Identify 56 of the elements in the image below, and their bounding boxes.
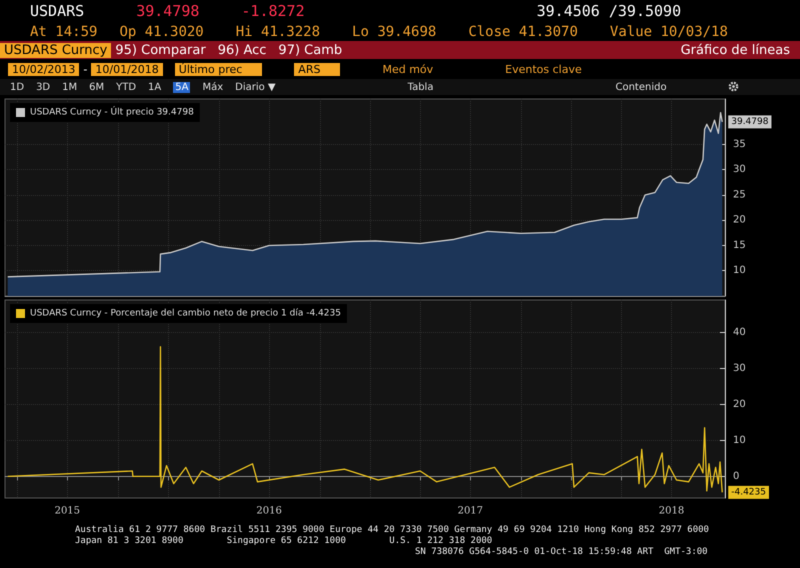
legend-label: USDARS Curncy - Porcentaje del cambio neto de precio 1 día -4.4235 — [30, 308, 341, 318]
y-tick-label: 20 — [733, 398, 746, 410]
data-label: 39.4798 — [731, 116, 769, 127]
text: Último prec — [174, 62, 262, 76]
y-tick-label: 30 — [733, 362, 746, 374]
text: Close 41.3070 — [468, 24, 578, 40]
text: SN 738076 G564-5845-0 01-Oct-18 15:59:48 ART GMT-3:00 — [415, 547, 709, 558]
text: ARS — [294, 62, 340, 76]
text: -1.8272 — [241, 2, 305, 20]
y-tick-label: 40 — [733, 326, 746, 338]
text: Lo 39.4698 — [352, 24, 436, 40]
line-series — [7, 346, 723, 493]
text: 95) Comparar — [115, 42, 206, 58]
text: 97) Camb — [278, 42, 342, 58]
text: At 14:59 — [30, 24, 98, 40]
text: Máx — [202, 82, 224, 92]
text: Value 10/03/18 — [610, 24, 728, 40]
text: Med móv — [382, 62, 434, 76]
y-tick-label: 30 — [733, 164, 746, 176]
text: Gráfico de líneas — [680, 42, 790, 58]
text: Diario ▼ — [235, 82, 276, 92]
x-tick-label: 2017 — [458, 506, 484, 516]
text: Hi 41.3228 — [236, 24, 320, 40]
text: Japan 81 3 3201 8900 Singapore 65 6212 1000 U.S. 1 212 318 2000 — [75, 536, 492, 546]
text: 1M — [62, 82, 78, 92]
text: Australia 61 2 9777 8600 Brazil 5511 2395 9000 Europe 44 20 7330 7500 Germany 49 69 9204 1210 Hong Kong 852 2977 6000 — [75, 525, 709, 536]
y-tick-label: 10 — [733, 434, 746, 446]
text: 39.4798 — [136, 2, 200, 20]
text: Eventos clave — [505, 62, 582, 76]
y-tick-label: 25 — [733, 189, 746, 200]
text: YTD — [116, 82, 136, 92]
text: 1A — [148, 82, 162, 92]
text: 1D — [10, 82, 24, 92]
text: 96) Acc — [218, 42, 266, 58]
y-tick-label: 35 — [733, 138, 746, 150]
y-tick-label: 0 — [733, 470, 740, 482]
text: Tabla — [408, 82, 434, 92]
y-tick-label: 15 — [733, 240, 746, 251]
x-tick-label: 2018 — [658, 506, 684, 516]
text: 5A — [173, 82, 190, 92]
text: - — [83, 62, 88, 76]
text: Op 41.3020 — [119, 24, 204, 40]
text: USDARS Curncy — [0, 42, 112, 58]
text: 3D — [36, 82, 50, 92]
text: 6M — [89, 82, 104, 92]
data-label: -4.4235 — [731, 487, 766, 498]
x-tick-label: 2015 — [54, 506, 80, 516]
text: 10/01/2018 — [91, 62, 163, 76]
text: 39.4506 /39.5090 — [536, 2, 682, 20]
text: USDARS — [30, 2, 84, 20]
text: 10/02/2013 — [8, 62, 80, 76]
y-tick-label: 10 — [733, 265, 746, 276]
x-tick-label: 2016 — [256, 506, 282, 516]
text: Contenido — [615, 82, 667, 92]
y-tick-label: 20 — [733, 214, 746, 226]
legend-label: USDARS Curncy - Últ precio 39.4798 — [30, 106, 194, 118]
